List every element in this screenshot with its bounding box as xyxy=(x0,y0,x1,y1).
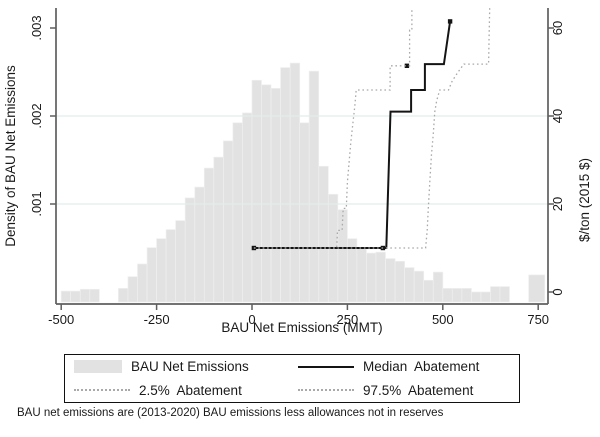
y-right-axis-title: $/ton (2015 $) xyxy=(577,158,592,242)
legend: BAU Net Emissions Median Abatement 2.5% … xyxy=(64,354,520,403)
histogram-bar xyxy=(223,140,234,303)
histogram-bar xyxy=(251,79,262,303)
histogram-bar xyxy=(79,288,91,303)
histogram-bar xyxy=(203,167,215,303)
histogram-bar xyxy=(356,247,367,303)
histogram-bar xyxy=(127,276,138,303)
histogram-bar xyxy=(375,251,386,303)
histogram-bar xyxy=(232,122,243,303)
histogram-bar xyxy=(528,274,546,303)
footnote: BAU net emissions are (2013-2020) BAU em… xyxy=(17,407,444,419)
histogram-bar xyxy=(471,291,482,303)
histogram-bar xyxy=(156,238,167,303)
histogram-bar xyxy=(461,288,472,303)
x-axis-title: BAU Net Emissions (MMT) xyxy=(221,320,382,335)
histogram-bar xyxy=(480,291,491,303)
y-right-tick-label: 60 xyxy=(550,21,565,35)
histogram-bar xyxy=(89,288,100,303)
legend-item-median-abatement: Median Abatement xyxy=(289,355,519,379)
legend-label: 2.5% Abatement xyxy=(139,382,242,398)
median-point-marker xyxy=(404,63,410,68)
histogram-bar xyxy=(60,290,72,303)
legend-item-97-5-abatement: 97.5% Abatement xyxy=(289,379,519,403)
histogram-bar xyxy=(366,252,377,303)
legend-item-bau-net-emissions: BAU Net Emissions xyxy=(65,355,289,379)
histogram-bar xyxy=(308,70,320,303)
x-tick-label: -250 xyxy=(144,312,170,327)
tick-labels: -500 -250 0 250 500 750 .001 .002 .003 0 20 40 60 xyxy=(29,15,565,327)
legend-item-2-5-abatement: 2.5% Abatement xyxy=(65,379,289,403)
abatement-curves xyxy=(251,8,491,251)
histogram-bar xyxy=(213,156,224,303)
y-right-tick-label: 0 xyxy=(550,288,565,295)
histogram-bar xyxy=(184,197,196,303)
solid-line-swatch-icon xyxy=(298,365,354,368)
gridlines xyxy=(56,115,548,205)
histogram-bar xyxy=(70,290,81,303)
x-tick-label: 250 xyxy=(337,312,359,327)
histogram-bar xyxy=(423,279,434,303)
median-point-marker xyxy=(447,19,453,24)
histogram-swatch-icon xyxy=(74,360,122,374)
histogram-bar xyxy=(404,267,415,303)
legend-label: Median Abatement xyxy=(363,359,480,374)
y-left-axis-title: Density of BAU Net Emissions xyxy=(3,65,18,247)
y-left-tick-label: .002 xyxy=(29,103,44,128)
dotted-line-swatch-icon xyxy=(298,389,354,392)
histogram-bar xyxy=(394,260,405,303)
x-tick-label: 750 xyxy=(527,312,549,327)
histogram-bar xyxy=(146,247,157,303)
histogram-bar xyxy=(451,288,463,303)
histogram-bar xyxy=(137,263,148,303)
axes xyxy=(50,8,554,310)
y-right-tick-label: 20 xyxy=(550,197,565,211)
histogram-bar xyxy=(289,62,301,303)
histogram-bars xyxy=(60,62,546,303)
median-abatement-line xyxy=(253,21,452,249)
x-tick-label: 500 xyxy=(432,312,454,327)
histogram-bar xyxy=(165,229,176,303)
histogram-bar xyxy=(318,165,329,303)
histogram-bar xyxy=(270,88,281,303)
y-left-tick-label: .001 xyxy=(29,191,44,216)
histogram-bar xyxy=(442,288,453,303)
dotted-line-swatch-icon xyxy=(74,389,130,392)
histogram-bar xyxy=(385,258,396,303)
histogram-bar xyxy=(299,122,310,303)
histogram-bar xyxy=(280,67,291,303)
legend-label: BAU Net Emissions xyxy=(131,359,249,374)
x-tick-label: 0 xyxy=(248,312,255,327)
histogram-bar xyxy=(490,286,501,303)
histogram-bar xyxy=(242,112,253,303)
histogram-bar xyxy=(175,220,186,303)
histogram-bar xyxy=(337,209,348,303)
y-left-tick-label: .003 xyxy=(29,15,44,40)
histogram-bar xyxy=(499,286,510,303)
histogram-bar xyxy=(432,271,444,303)
histogram-bar xyxy=(413,270,425,303)
y-right-tick-label: 40 xyxy=(550,109,565,123)
x-tick-label: -500 xyxy=(48,312,74,327)
legend-label: 97.5% Abatement xyxy=(363,382,474,398)
histogram-bar xyxy=(261,84,272,303)
histogram-bar xyxy=(118,288,129,303)
